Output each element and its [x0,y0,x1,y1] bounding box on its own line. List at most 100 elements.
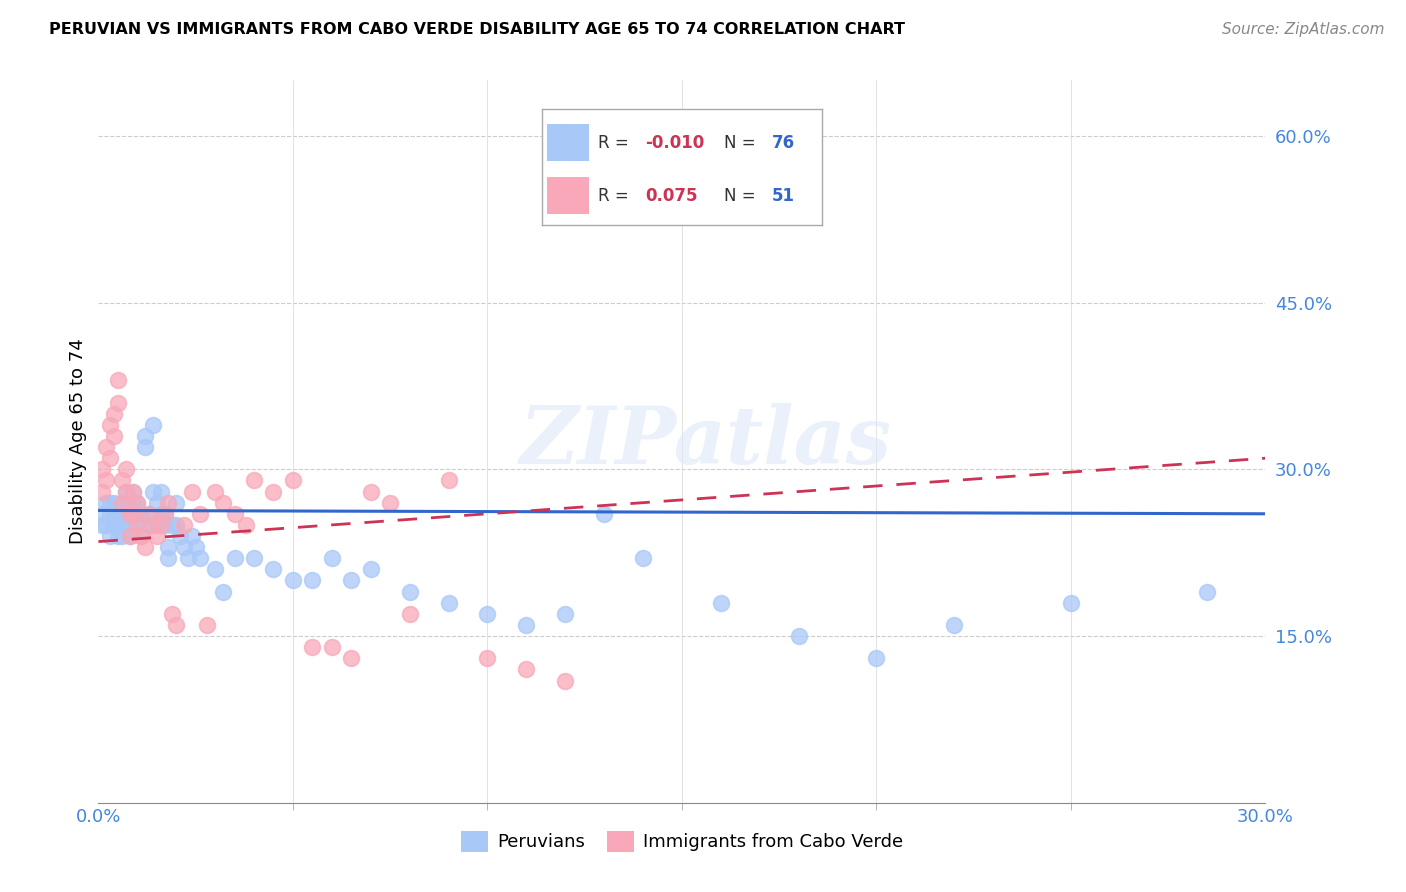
Point [118,517,141,532]
Point [1060,596,1083,610]
Point [107,395,129,409]
Point [122,507,145,521]
Point [398,584,420,599]
Point [281,574,304,588]
Point [515,618,537,632]
Point [224,551,246,566]
Point [153,507,176,521]
Point [111,474,134,488]
Point [149,507,172,521]
Point [91,507,114,521]
Point [107,373,129,387]
Point [262,484,284,499]
Point [111,529,134,543]
Point [122,484,145,499]
Point [98,529,121,543]
Point [118,496,141,510]
Point [138,507,160,521]
Point [243,551,266,566]
Point [96,440,118,454]
Text: ZIPatlas: ZIPatlas [519,403,891,480]
Point [122,484,145,499]
Point [127,507,149,521]
Point [301,574,323,588]
Point [169,529,191,543]
Point [437,596,460,610]
Point [477,651,499,665]
Point [177,551,200,566]
Point [134,440,156,454]
Point [380,496,402,510]
Point [138,517,160,532]
Point [188,551,211,566]
Point [142,417,165,432]
Point [212,584,235,599]
Point [157,540,180,554]
Point [103,517,125,532]
Point [321,551,343,566]
Point [134,540,156,554]
Point [865,651,887,665]
Point [114,507,136,521]
Point [98,417,121,432]
Point [204,562,226,576]
Point [129,529,152,543]
Point [122,496,145,510]
Point [437,474,460,488]
Point [243,474,266,488]
Point [96,474,118,488]
Point [593,507,616,521]
Text: PERUVIAN VS IMMIGRANTS FROM CABO VERDE DISABILITY AGE 65 TO 74 CORRELATION CHART: PERUVIAN VS IMMIGRANTS FROM CABO VERDE D… [49,22,905,37]
Legend: Peruvians, Immigrants from Cabo Verde: Peruvians, Immigrants from Cabo Verde [454,823,910,859]
Point [515,662,537,676]
Point [398,607,420,621]
Point [554,673,576,688]
Point [118,507,141,521]
Point [107,507,129,521]
Point [107,529,129,543]
Point [103,507,125,521]
Point [114,462,136,476]
Point [138,507,160,521]
Point [146,496,169,510]
Point [173,540,195,554]
Point [103,429,125,443]
Point [111,496,134,510]
Point [153,517,176,532]
Point [127,496,149,510]
Point [142,517,165,532]
Point [111,517,134,532]
Point [165,496,187,510]
Point [91,517,114,532]
Point [114,484,136,499]
Point [204,484,226,499]
Y-axis label: Disability Age 65 to 74: Disability Age 65 to 74 [69,339,87,544]
Point [262,562,284,576]
Point [149,517,172,532]
Point [157,551,180,566]
Point [114,484,136,499]
Point [165,618,187,632]
Point [477,607,499,621]
Point [180,529,202,543]
Point [103,407,125,421]
Point [107,517,129,532]
Point [134,429,156,443]
Point [103,496,125,510]
Point [111,496,134,510]
Point [146,517,169,532]
Point [98,496,121,510]
Point [127,517,149,532]
Point [96,496,118,510]
Point [96,517,118,532]
Point [184,540,207,554]
Point [122,507,145,521]
Point [149,484,172,499]
Point [195,618,218,632]
Point [114,517,136,532]
Point [281,474,304,488]
Text: Source: ZipAtlas.com: Source: ZipAtlas.com [1222,22,1385,37]
Point [710,596,733,610]
Point [631,551,654,566]
Point [127,496,149,510]
